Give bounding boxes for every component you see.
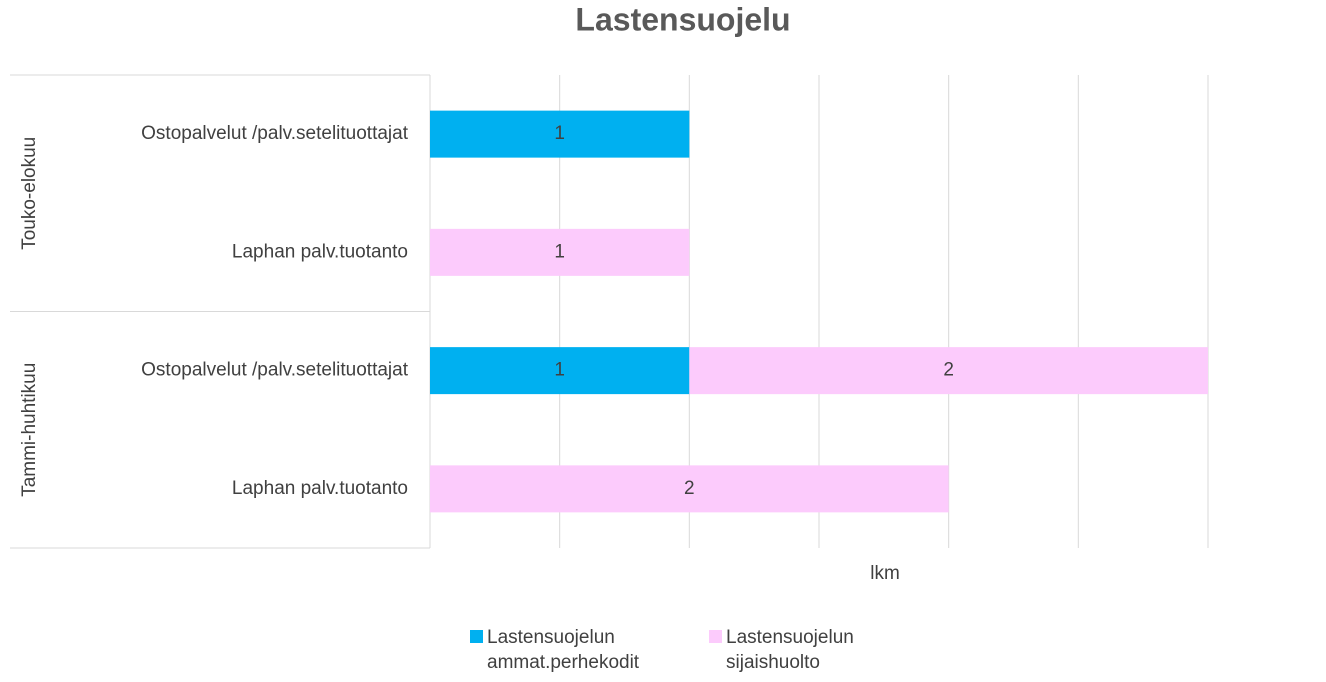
y-tick-label: Ostopalvelut /palv.setelituottajat	[141, 123, 409, 144]
y-tick-label: Ostopalvelut /palv.setelituottajat	[141, 360, 409, 381]
y-tick-label: Laphan palv.tuotanto	[232, 241, 408, 262]
data-label: 1	[554, 241, 565, 262]
legend-label: Lastensuojelun sijaishuolto	[726, 627, 854, 673]
x-axis-label: lkm	[870, 563, 900, 584]
bar	[430, 347, 690, 395]
legend-swatch	[470, 630, 483, 643]
chart-title: Lastensuojelu	[575, 1, 790, 37]
data-label: 2	[943, 360, 954, 381]
legend-item: Lastensuojelun ammat.perhekodit	[470, 625, 677, 675]
legend-swatch	[709, 630, 722, 643]
bar	[430, 228, 690, 276]
group-label: Tammi-huhtikuu	[19, 363, 40, 497]
data-label: 1	[554, 123, 565, 144]
bar	[430, 465, 949, 513]
y-tick-label: Laphan palv.tuotanto	[232, 478, 408, 499]
legend-item: Lastensuojelun sijaishuolto	[709, 625, 916, 675]
bar	[430, 110, 690, 158]
legend-label: Lastensuojelun ammat.perhekodit	[487, 627, 640, 673]
group-label: Touko-elokuu	[19, 137, 40, 250]
data-label: 1	[554, 360, 565, 381]
legend: Lastensuojelun ammat.perhekodit Lastensuo…	[470, 625, 916, 675]
data-label: 2	[684, 478, 695, 499]
bar	[689, 347, 1208, 395]
